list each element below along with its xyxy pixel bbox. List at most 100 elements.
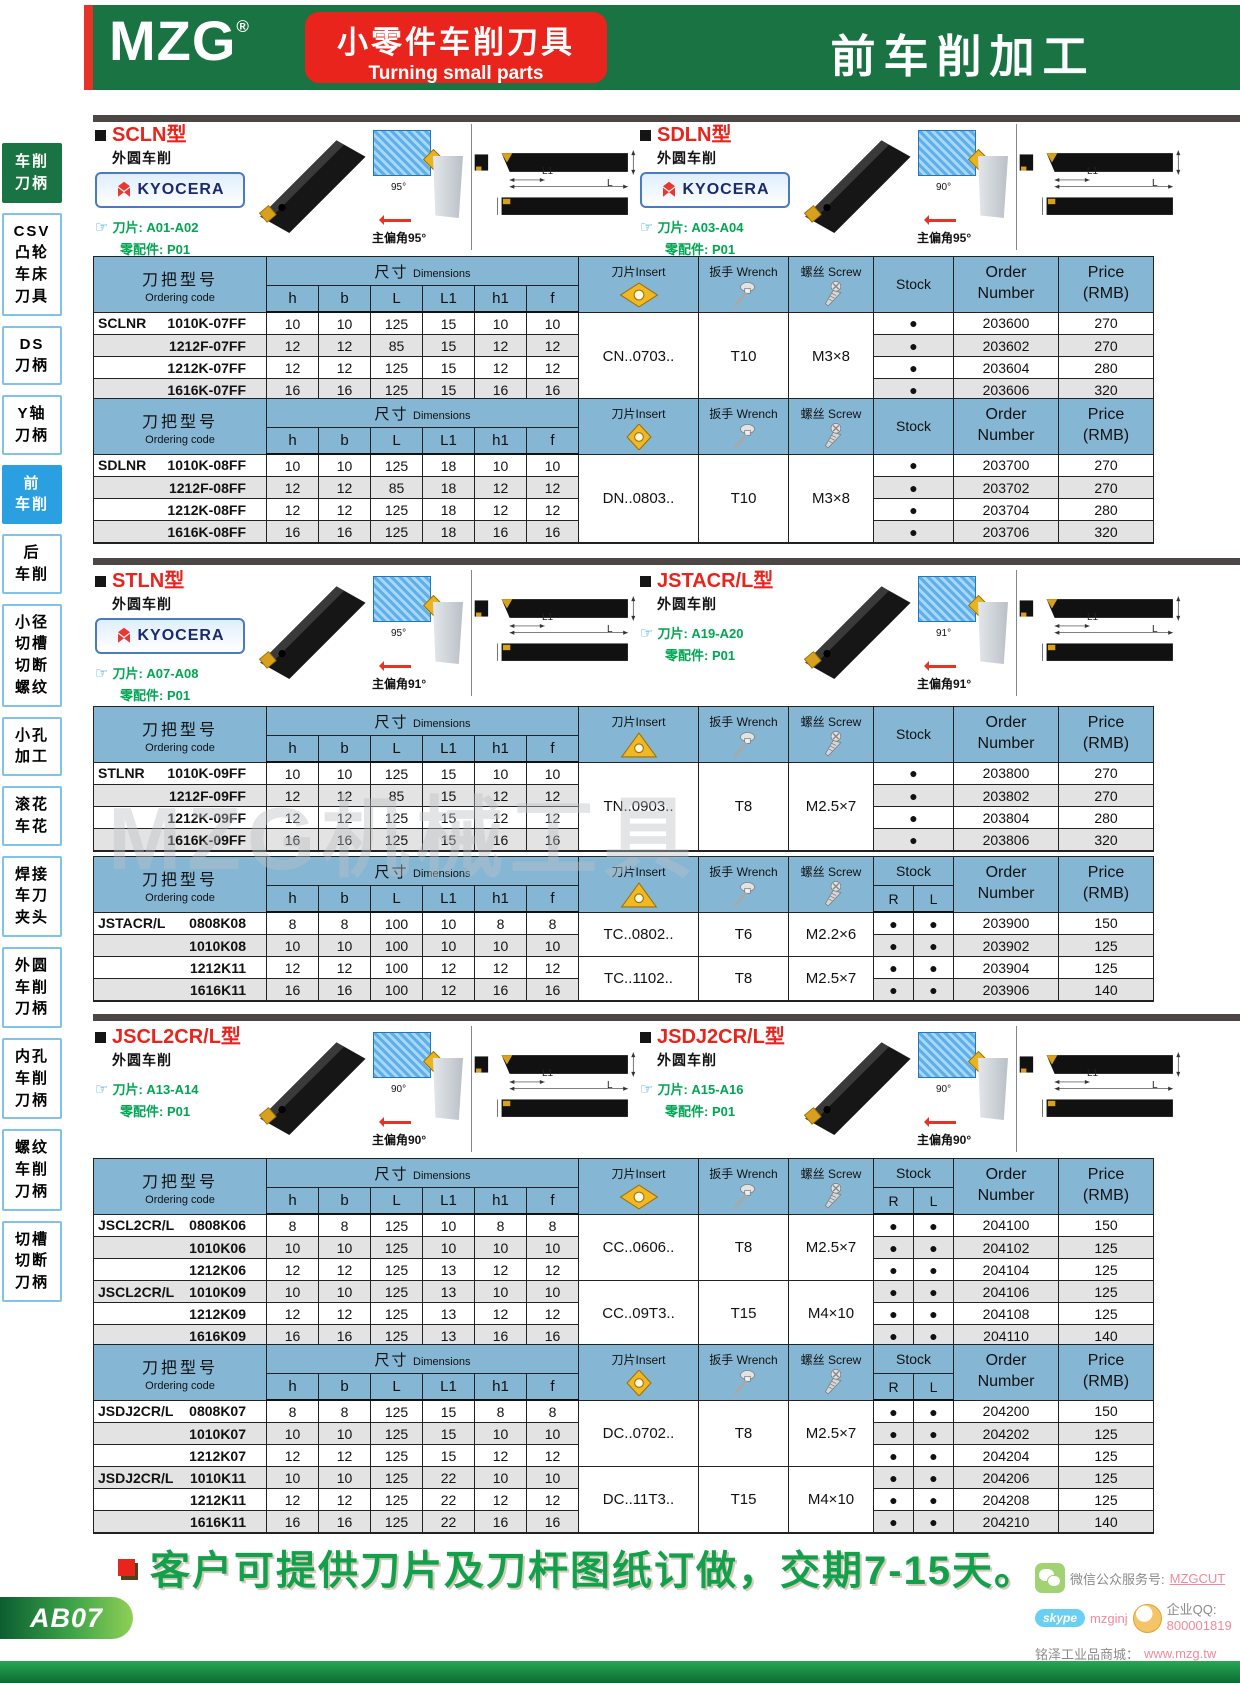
kyocera-logo: KYOCERA <box>640 172 790 208</box>
col-stock-l: L <box>912 885 955 913</box>
cell-dim: 12 <box>318 784 371 807</box>
cell-order-number: 204204 <box>953 1444 1060 1467</box>
dim-label-l1: L1 <box>1087 1068 1099 1079</box>
col-stock: Stock <box>873 256 954 313</box>
cell-order-number: 203704 <box>953 498 1059 521</box>
section-title: JSTACR/L型 <box>640 570 798 592</box>
cell-dim: 8 <box>474 1213 527 1237</box>
stock-dot: ● <box>873 311 954 335</box>
section-subtitle: 外圆车削 <box>657 150 717 166</box>
stock-dot: ● <box>873 520 954 544</box>
cell-ordering-code: STLNR 1010K-09FF <box>93 761 267 785</box>
cell-price: 270 <box>1058 311 1154 335</box>
skype-id-link[interactable]: mzginj <box>1090 1610 1128 1626</box>
cell-dim: 125 <box>370 1466 423 1489</box>
cell-order-number: 203702 <box>953 476 1059 499</box>
sidebar-item-4[interactable]: 前车削 <box>2 464 62 524</box>
cell-price: 270 <box>1058 334 1154 357</box>
cell-price: 320 <box>1058 520 1154 544</box>
cell-dim: 12 <box>526 1488 579 1511</box>
stock-dot: ● <box>912 1510 955 1534</box>
col-dim-h: h <box>266 427 319 455</box>
tool-photo <box>798 124 916 244</box>
sidebar-item-1[interactable]: CSV 凸轮 车床 刀具 <box>2 212 62 316</box>
cell-dim: 8 <box>318 1213 371 1237</box>
angle-value: 91° <box>936 628 952 639</box>
col-wrench: 扳手 Wrench <box>698 256 789 313</box>
cell-dim: 125 <box>370 311 423 335</box>
bullet-square <box>95 1031 106 1043</box>
cell-dim: 18 <box>422 476 475 499</box>
table-scln: 刀把型号 Ordering code 尺寸 Dimensions 刀片Insert 扳手… <box>93 256 1154 402</box>
col-stock: Stock <box>872 1344 955 1374</box>
cell-dim: 16 <box>474 828 527 852</box>
cell-dim: 10 <box>422 1236 475 1259</box>
dim-label-l: L <box>1152 178 1158 189</box>
stock-dot: ● <box>873 1324 914 1348</box>
kyocera-mark-icon <box>660 181 678 199</box>
stock-dot: ● <box>912 978 955 1002</box>
sidebar-item-10[interactable]: 外圆 车削 刀柄 <box>2 946 62 1028</box>
cell-dim: 125 <box>370 378 423 402</box>
sidebar-item-7[interactable]: 小孔 加工 <box>2 716 62 776</box>
cell-ordering-code: 1212F-08FF <box>93 476 267 499</box>
cell-order-number: 203802 <box>953 784 1059 807</box>
sidebar-item-9[interactable]: 焊接 车刀 夹头 <box>2 855 62 937</box>
cell-order-number: 204108 <box>953 1302 1060 1325</box>
mall-url-link[interactable]: www.mzg.tw <box>1144 1645 1217 1661</box>
sidebar-item-5[interactable]: 后车削 <box>2 534 62 594</box>
table-row: SCLNR 1010K-07FF 10 10 125 15 10 10 CN..0703.. T1… <box>93 311 1154 402</box>
dim-label-l: L <box>607 1080 613 1091</box>
cell-dim: 12 <box>526 1258 579 1281</box>
cell-dim: 15 <box>422 828 475 852</box>
cell-wrench: T10 <box>698 453 789 544</box>
cell-dim: 10 <box>422 1213 475 1237</box>
workpiece-block <box>373 576 431 622</box>
cell-price: 150 <box>1058 1399 1155 1423</box>
sidebar-item-12[interactable]: 螺纹 车削 刀柄 <box>2 1129 62 1211</box>
table-row: 1616K-08FF 16 16 125 18 16 16 ● 203706 320 <box>93 520 1154 544</box>
stock-dot: ● <box>873 1258 914 1281</box>
sidebar-item-8[interactable]: 滚花 车花 <box>2 786 62 846</box>
table-row: JSDJ2CR/L 1010K11 10 10 125 22 10 10 DC..11T3.. T… <box>93 1466 1155 1534</box>
cell-price: 150 <box>1058 1213 1155 1237</box>
sidebar-item-11[interactable]: 内孔 车削 刀柄 <box>2 1038 62 1120</box>
table-row: JSTACR/L 0808K08 8 8 100 10 8 8 TC..0802.. T6 M2.2… <box>93 911 1155 957</box>
insert-shape-icon <box>619 282 659 308</box>
col-dim-h1: h1 <box>474 285 527 313</box>
col-stock-l: L <box>912 1373 955 1401</box>
cell-price: 125 <box>1058 1422 1155 1445</box>
wechat-id-link[interactable]: MZGCUT <box>1169 1570 1226 1586</box>
table-row: 1212K09 12 12 125 13 12 12 ● ● 204108 125 <box>93 1302 1155 1325</box>
section-scln: SCLN型 外圆车削 KYOCERA ☞ 刀片: A01-A02 零配件: P01… <box>95 124 640 257</box>
cell-dim: 12 <box>526 356 579 379</box>
cell-dim: 16 <box>474 1324 527 1348</box>
product-table-scln: 刀把型号 Ordering code 尺寸 Dimensions 刀片Insert 扳手… <box>93 256 1154 402</box>
stock-dot: ● <box>873 828 954 852</box>
cell-dim: 15 <box>422 761 475 785</box>
cell-dim: 16 <box>266 1324 319 1348</box>
cell-screw: M3×8 <box>788 311 874 402</box>
col-stock: Stock <box>872 1158 955 1188</box>
cell-dim: 12 <box>474 476 527 499</box>
cell-dim: 15 <box>422 1422 475 1445</box>
cell-dim: 10 <box>526 1236 579 1259</box>
cell-order-number: 204106 <box>953 1280 1060 1303</box>
sidebar-item-13[interactable]: 切槽 切断 刀柄 <box>2 1220 62 1302</box>
cell-order-number: 204202 <box>953 1422 1060 1445</box>
cell-dim: 12 <box>474 498 527 521</box>
contact-info: 微信公众服务号: MZGCUT skype mzginj 企业QQ: 80000… <box>1035 1563 1240 1672</box>
qq-number-link[interactable]: 800001819 <box>1166 1618 1232 1634</box>
sidebar-item-2[interactable]: DS 刀柄 <box>2 325 62 385</box>
cell-dim: 12 <box>474 806 527 829</box>
sidebar-item-0[interactable]: 车削 刀柄 <box>2 143 62 203</box>
cell-dim: 12 <box>526 498 579 521</box>
stock-dot: ● <box>912 1399 955 1423</box>
cell-dim: 16 <box>526 828 579 852</box>
sidebar-item-3[interactable]: Y轴 刀柄 <box>2 395 62 455</box>
bullet-square <box>640 1031 651 1043</box>
sidebar-item-6[interactable]: 小径 切槽 切断 螺纹 <box>2 603 62 707</box>
cell-dim: 12 <box>266 356 319 379</box>
cell-wrench: T15 <box>698 1280 789 1348</box>
